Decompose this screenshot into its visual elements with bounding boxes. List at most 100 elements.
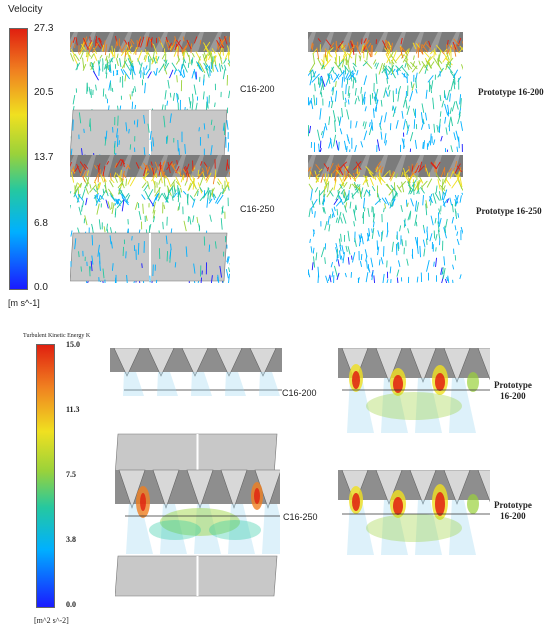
velocity-vector	[97, 60, 101, 71]
blade	[382, 32, 402, 52]
velocity-vector	[70, 48, 76, 56]
velocity-vector	[459, 45, 463, 51]
tke-plume	[415, 378, 442, 433]
velocity-vector	[198, 127, 200, 132]
velocity-vector	[415, 221, 418, 227]
velocity-vector	[348, 92, 351, 99]
velocity-vector	[171, 195, 174, 201]
velocity-vector	[113, 143, 116, 155]
velocity-vector	[151, 174, 157, 182]
velocity-vector	[102, 44, 104, 52]
velocity-vector	[437, 229, 441, 239]
velocity-vector	[388, 41, 392, 48]
velocity-vector	[342, 192, 345, 199]
velocity-vector	[167, 184, 174, 194]
velocity-vector	[354, 98, 358, 105]
velocity-vector	[120, 68, 125, 75]
velocity-vector	[354, 53, 357, 66]
velocity-vector	[435, 233, 438, 241]
velocity-vector	[152, 137, 155, 147]
velocity-vector	[109, 227, 113, 233]
velocity-vector	[84, 215, 88, 226]
velocity-vector	[328, 101, 331, 108]
tke-contour	[393, 375, 403, 393]
velocity-vector	[222, 47, 224, 56]
velocity-vector	[204, 45, 209, 53]
velocity-vector	[385, 69, 389, 80]
velocity-vector	[72, 36, 76, 43]
velocity-vector	[335, 242, 338, 248]
velocity-vector	[353, 173, 360, 182]
velocity-vector	[396, 277, 399, 283]
velocity-vector	[391, 241, 394, 253]
velocity-vector	[445, 57, 454, 67]
velocity-vector	[218, 191, 222, 198]
velocity-vector	[72, 95, 76, 105]
velocity-vector	[461, 187, 463, 192]
velocity-vector	[308, 166, 312, 172]
velocity-vector	[184, 144, 186, 154]
housing-block	[70, 232, 228, 282]
velocity-vector	[456, 238, 460, 246]
tke-contour	[160, 508, 240, 536]
velocity-vector	[323, 163, 329, 170]
velocity-vector	[122, 69, 131, 80]
velocity-vector	[193, 36, 198, 44]
velocity-vector	[98, 59, 101, 65]
velocity-vector	[359, 187, 362, 197]
velocity-vector	[371, 228, 373, 233]
velocity-vector	[331, 87, 334, 92]
velocity-vector	[121, 193, 129, 204]
velocity-vector	[455, 130, 460, 142]
velocity-vector	[453, 132, 457, 141]
velocity-vector	[191, 57, 194, 64]
blade	[409, 348, 437, 383]
velocity-vector	[80, 40, 86, 51]
velocity-vector	[103, 226, 106, 233]
velocity-vector	[345, 84, 347, 95]
velocity-vector	[311, 207, 313, 215]
velocity-vector	[417, 165, 425, 173]
velocity-vector	[413, 162, 418, 170]
velocity-vector	[430, 215, 434, 226]
velocity-vector	[426, 238, 428, 245]
velocity-vector	[396, 70, 399, 76]
velocity-vector	[343, 140, 347, 150]
velocity-vector	[366, 49, 369, 61]
velocity-vector	[448, 44, 454, 50]
tke-contour	[140, 493, 146, 511]
velocity-vector	[383, 87, 387, 98]
velocity-vector	[152, 201, 157, 214]
velocity-vector	[337, 259, 340, 267]
velocity-vector	[79, 161, 87, 171]
velocity-vector	[437, 221, 440, 233]
velocity-vector	[453, 45, 457, 57]
velocity-vector	[353, 172, 357, 182]
velocity-vector	[354, 237, 357, 247]
velocity-vector	[226, 119, 229, 130]
velocity-vector	[374, 95, 377, 105]
velocity-vector	[181, 58, 185, 69]
velocity-vector	[367, 207, 370, 217]
velocity-vector	[86, 53, 89, 62]
velocity-vector	[435, 247, 437, 252]
velocity-vector	[70, 205, 72, 210]
velocity-vector	[459, 175, 463, 188]
velocity-vector	[336, 208, 339, 216]
velocity-vector	[220, 64, 224, 70]
velocity-vector	[226, 256, 229, 263]
velocity-vector	[338, 161, 348, 171]
velocity-vector	[424, 64, 428, 74]
velocity-vector	[368, 172, 375, 180]
velocity-vector	[406, 258, 409, 266]
velocity-vector	[392, 105, 396, 113]
velocity-vector	[209, 51, 213, 62]
velocity-vector	[70, 230, 73, 237]
velocity-vector	[321, 59, 325, 64]
velocity-vector	[456, 173, 462, 186]
label-line: 16-200	[500, 391, 526, 401]
velocity-vector	[150, 38, 153, 48]
velocity-vector	[198, 223, 201, 230]
velocity-vector	[311, 200, 315, 208]
velocity-vector	[460, 121, 463, 131]
